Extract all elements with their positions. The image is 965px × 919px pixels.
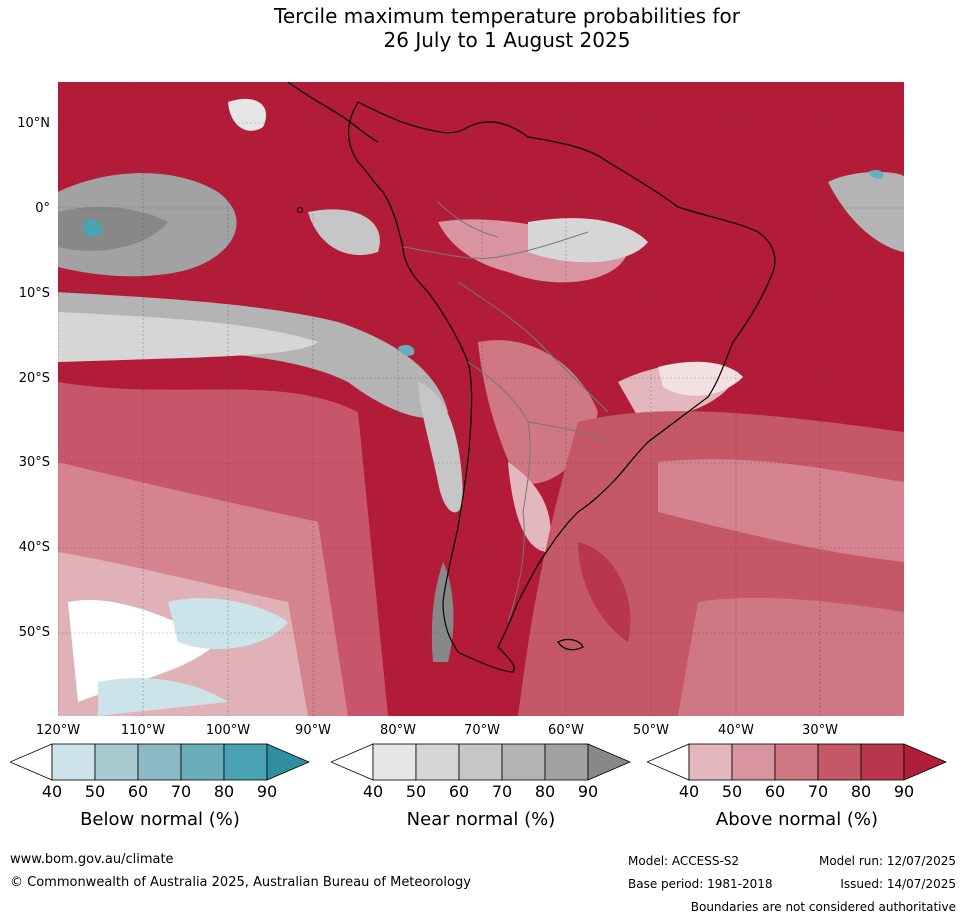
field-region — [168, 598, 288, 650]
field-region — [508, 462, 551, 552]
colorbar-arrow-high — [587, 743, 631, 781]
galapagos-islands — [297, 207, 303, 213]
colorbar-tick-label: 60 — [764, 782, 786, 801]
colorbar-segment — [860, 743, 905, 781]
below-normal-label: Below normal (%) — [80, 809, 240, 830]
colorbar-tick-label: 60 — [448, 782, 470, 801]
lon-label-70w: 70°W — [464, 723, 500, 738]
colorbar-segment — [51, 743, 96, 781]
above-normal-colorbar — [647, 743, 947, 781]
field-region — [431, 562, 454, 662]
lat-label-0: 0° — [35, 201, 50, 216]
lat-label-40s: 40°S — [18, 540, 50, 555]
field-region — [678, 597, 904, 716]
field-region — [98, 678, 228, 716]
colorbar-segment — [94, 743, 139, 781]
colorbar-segment — [372, 743, 417, 781]
colorbar-tick-label: 70 — [491, 782, 513, 801]
above-normal-label: Above normal (%) — [715, 809, 879, 830]
below-normal-colorbar — [10, 743, 310, 781]
lat-label-30s: 30°S — [18, 455, 50, 470]
colorbar-arrow-high — [266, 743, 310, 781]
lat-label-10n: 10°N — [17, 116, 50, 131]
south-america-coastline — [347, 101, 776, 673]
field-region — [658, 459, 904, 562]
colorbar-tick-label: 50 — [405, 782, 427, 801]
website-link[interactable]: www.bom.gov.au/climate — [10, 852, 174, 867]
central-america-coastline — [287, 82, 379, 143]
colorbar-tick-label: 70 — [170, 782, 192, 801]
near-normal-label: Near normal (%) — [406, 809, 556, 830]
lon-label-100w: 100°W — [205, 723, 251, 738]
colorbar-segment — [731, 743, 776, 781]
field-region — [478, 340, 598, 484]
title-line-2: 26 July to 1 August 2025 — [383, 28, 631, 52]
copyright-text: © Commonwealth of Australia 2025, Austra… — [10, 875, 471, 890]
field-region — [578, 542, 631, 642]
colorbar-tick-label: 40 — [41, 782, 63, 801]
colorbar-tick-label: 80 — [850, 782, 872, 801]
lon-label-40w: 40°W — [718, 723, 754, 738]
map-canvas — [58, 82, 904, 716]
colorbar-tick-label: 50 — [721, 782, 743, 801]
field-region — [528, 218, 648, 263]
colorbar-tick-label: 80 — [213, 782, 235, 801]
colorbar-segment — [223, 743, 268, 781]
lon-label-110w: 110°W — [120, 723, 166, 738]
colorbar-segment — [817, 743, 862, 781]
country-borders — [402, 201, 609, 623]
colorbar-segment — [415, 743, 460, 781]
disclaimer-text: Boundaries are not considered authoritat… — [690, 900, 956, 914]
map-title: Tercile maximum temperature probabilitie… — [0, 4, 965, 52]
field-region — [418, 382, 463, 513]
lon-label-90w: 90°W — [295, 723, 331, 738]
colorbar-segment — [544, 743, 589, 781]
colorbar-tick-label: 50 — [84, 782, 106, 801]
field-region — [83, 220, 103, 237]
lon-label-30w: 30°W — [802, 723, 838, 738]
field-region — [398, 344, 415, 356]
colorbar-tick-label: 60 — [127, 782, 149, 801]
colorbar-tick-label: 40 — [678, 782, 700, 801]
model-text: Model: ACCESS-S2 — [628, 854, 740, 868]
base-period-text: Base period: 1981-2018 — [628, 877, 773, 891]
lon-label-50w: 50°W — [633, 723, 669, 738]
lat-label-10s: 10°S — [18, 286, 50, 301]
colorbar-tick-label: 70 — [807, 782, 829, 801]
colorbar-tick-label: 80 — [534, 782, 556, 801]
lon-label-60w: 60°W — [548, 723, 584, 738]
colorbar-segment — [137, 743, 182, 781]
colorbar-segment — [180, 743, 225, 781]
field-region — [58, 312, 318, 362]
field-region — [308, 209, 380, 256]
field-region — [58, 206, 168, 251]
field-region — [868, 169, 884, 179]
lon-label-120w: 120°W — [35, 723, 81, 738]
lat-label-20s: 20°S — [18, 371, 50, 386]
colorbar-tick-label: 90 — [577, 782, 599, 801]
field-region — [228, 98, 267, 131]
colorbar-arrow-low — [331, 743, 374, 781]
title-line-1: Tercile maximum temperature probabilitie… — [274, 4, 740, 28]
colorbar-arrow-low — [647, 743, 690, 781]
colorbar-tick-label: 40 — [362, 782, 384, 801]
graticule — [58, 82, 904, 716]
colorbar-arrow-low — [10, 743, 53, 781]
colorbar-segment — [458, 743, 503, 781]
issued-text: Issued: 14/07/2025 — [840, 877, 956, 891]
colorbar-segment — [688, 743, 733, 781]
model-run-text: Model run: 12/07/2025 — [818, 854, 956, 868]
colorbar-segment — [774, 743, 819, 781]
colorbar-tick-label: 90 — [893, 782, 915, 801]
field-region — [828, 172, 904, 252]
near-normal-colorbar — [331, 743, 631, 781]
falkland-islands — [557, 638, 584, 651]
probability-map — [58, 82, 904, 716]
lon-label-80w: 80°W — [380, 723, 416, 738]
lat-label-50s: 50°S — [18, 625, 50, 640]
colorbar-tick-label: 90 — [256, 782, 278, 801]
colorbar-segment — [501, 743, 546, 781]
colorbar-arrow-high — [903, 743, 947, 781]
